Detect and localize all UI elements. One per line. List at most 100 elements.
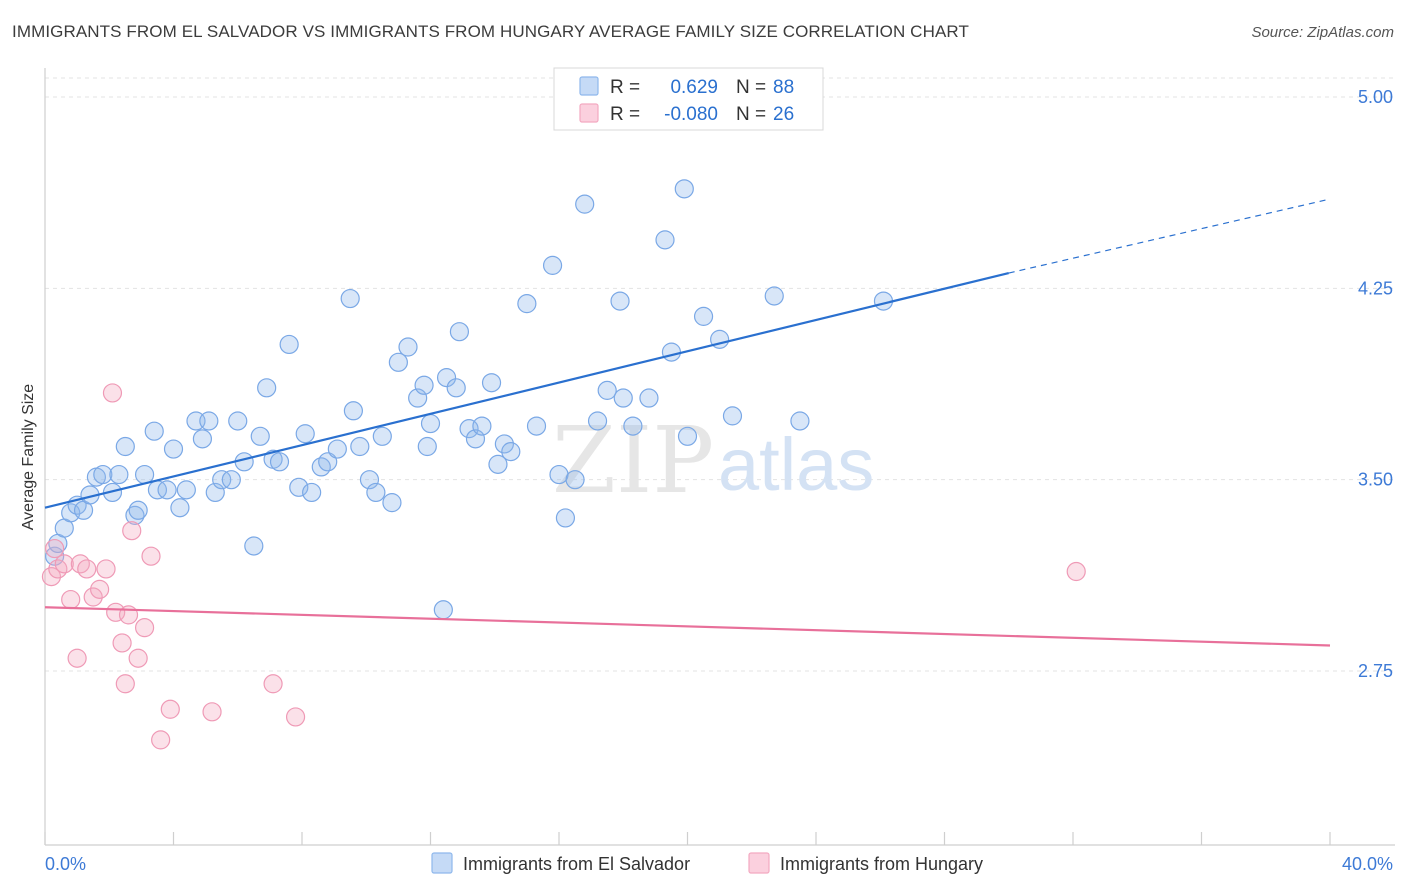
data-point-el-salvador-54 [433,600,453,620]
data-point-hungary-6 [77,559,97,579]
data-point-el-salvador-20 [176,480,196,500]
trend-line-el-salvador [44,271,1010,509]
bottom-legend-label-el-salvador: Immigrants from El Salvador [463,854,690,874]
data-point-el-salvador-29 [244,536,264,556]
data-point-el-salvador-30 [250,426,270,446]
data-point-el-salvador-41 [340,288,360,309]
gridlines [45,77,1393,672]
data-point-el-salvador-64 [501,442,521,462]
y-axis-label: Average Family Size [20,384,37,531]
data-point-el-salvador-43 [350,436,370,457]
watermark-zip: ZIP [552,407,714,514]
y-tick-labels: 2.75 3.50 4.25 5.00 [1358,87,1393,681]
data-point-el-salvador-42 [343,401,363,421]
data-point-el-salvador-26 [221,470,241,490]
data-point-el-salvador-56 [446,378,466,398]
data-point-el-salvador-74 [610,291,630,311]
data-point-el-salvador-22 [192,429,213,449]
data-point-el-salvador-85 [764,286,784,306]
stat-r-label-1: R = [610,77,640,98]
watermark-atlas: atlas [718,423,874,506]
data-point-el-salvador-77 [639,388,659,408]
data-point-el-salvador-25 [212,470,232,490]
series-legend: Immigrants from El Salvador Immigrants f… [431,852,983,874]
data-point-el-salvador-45 [366,482,386,503]
data-point-hungary-1 [48,559,68,579]
x-axis-ticks [44,832,1331,845]
data-point-el-salvador-68 [549,464,569,485]
data-point-el-salvador-46 [372,426,392,446]
data-point-el-salvador-15 [144,421,164,441]
y-tick-label-3: 5.00 [1358,87,1393,107]
data-point-el-salvador-13 [128,500,148,520]
data-point-el-salvador-76 [623,416,643,436]
stat-n-label-1: N = [736,77,766,98]
data-point-hungary-7 [83,587,103,607]
data-point-hungary-23 [285,707,306,727]
data-point-el-salvador-63 [494,434,514,454]
data-point-el-salvador-34 [279,334,299,355]
data-point-el-salvador-11 [115,436,135,457]
data-point-el-salvador-65 [517,294,537,314]
data-point-el-salvador-8 [93,464,113,485]
data-point-el-salvador-71 [575,194,595,214]
legend-swatch-pink [579,103,599,123]
data-point-el-salvador-57 [449,322,470,342]
data-point-el-salvador-82 [693,306,714,326]
legend-swatch-blue [579,76,599,96]
stats-legend: R = 0.629 N = 88 R = -0.080 N = 26 [553,67,824,131]
data-point-hungary-15 [122,521,142,541]
data-point-el-salvador-80 [674,179,694,199]
data-point-el-salvador-18 [163,439,184,459]
data-point-el-salvador-19 [170,498,190,518]
x-tick-label-min: 0.0% [45,854,86,874]
stat-r-value-2: -0.080 [664,104,718,125]
y-tick-label-2: 4.25 [1358,278,1393,298]
data-point-el-salvador-66 [526,416,547,436]
data-point-el-salvador-31 [257,378,277,398]
data-point-el-salvador-81 [677,426,698,446]
trend-line-hungary [44,606,1331,647]
data-point-el-salvador-49 [398,337,418,357]
stat-r-label-2: R = [610,104,640,125]
data-point-el-salvador-55 [436,368,457,388]
data-point-el-salvador-78 [655,230,675,250]
data-point-el-salvador-37 [302,482,322,503]
stat-n-value-2: 26 [773,104,794,125]
data-point-hungary-10 [102,383,123,403]
data-point-el-salvador-48 [388,352,408,372]
data-point-hungary-20 [160,699,180,719]
data-point-el-salvador-86 [790,411,810,431]
data-point-el-salvador-36 [295,424,315,444]
data-point-el-salvador-84 [722,406,743,426]
data-point-hungary-9 [96,559,116,579]
y-tick-label-0: 2.75 [1358,661,1393,681]
data-point-el-salvador-52 [417,436,437,457]
data-point-el-salvador-60 [472,416,492,436]
stat-n-label-2: N = [736,104,766,125]
data-point-el-salvador-73 [597,380,617,400]
data-point-el-salvador-39 [318,452,338,472]
data-point-hungary-25 [45,538,65,559]
x-tick-label-max: 40.0% [1342,854,1393,874]
data-point-hungary-8 [90,579,110,599]
data-point-hungary-12 [112,633,132,653]
bottom-legend-swatch-hungary [748,852,770,874]
series-el-salvador-points [45,179,894,620]
data-point-el-salvador-79 [661,342,682,362]
data-point-el-salvador-17 [157,480,177,500]
y-tick-label-1: 3.50 [1358,470,1393,490]
bottom-legend-swatch-el-salvador [431,852,453,874]
data-point-el-salvador-33 [269,452,290,472]
data-point-hungary-19 [151,730,171,750]
data-point-hungary-24 [1066,561,1086,582]
data-point-el-salvador-27 [228,411,248,431]
data-point-el-salvador-47 [382,493,402,513]
chart-title: IMMIGRANTS FROM EL SALVADOR VS IMMIGRANT… [12,22,969,41]
data-point-el-salvador-70 [565,470,585,490]
data-point-el-salvador-62 [488,454,508,474]
data-point-hungary-0 [41,567,62,587]
data-point-hungary-17 [134,618,155,638]
data-point-el-salvador-72 [587,411,608,431]
data-point-el-salvador-40 [327,439,347,459]
